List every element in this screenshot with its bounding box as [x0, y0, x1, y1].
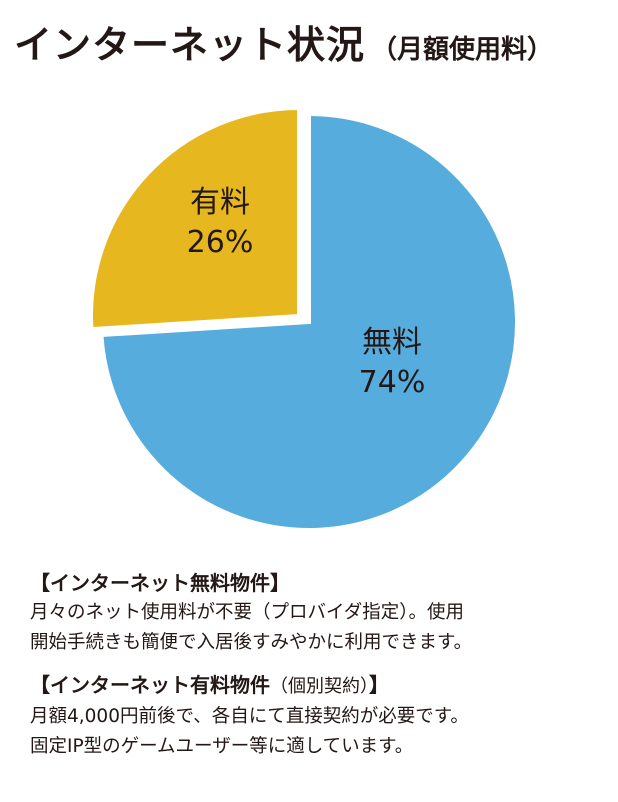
pie-chart: 無料 74% 有料 26%	[89, 105, 519, 532]
note-free-body: 月々のネット使用料が不要（プロバイダ指定）。使用 開始手続きも簡便で入居後すみや…	[30, 598, 610, 658]
note-paid-heading-text: 【インターネット有料物件	[30, 673, 270, 697]
slice-name-label: 無料	[362, 325, 422, 360]
slice-name-label: 有料	[190, 185, 250, 220]
note-paid-body: 月額4,000円前後で、各自にて直接契約が必要です。 固定IP型のゲームユーザー…	[30, 702, 610, 762]
note-free: 【インターネット無料物件】 月々のネット使用料が不要（プロバイダ指定）。使用 開…	[30, 568, 610, 658]
notes-section: 【インターネット無料物件】 月々のネット使用料が不要（プロバイダ指定）。使用 開…	[30, 568, 610, 774]
chart-title-sub: （月額使用料）	[371, 35, 554, 65]
pie-slice-paid	[89, 105, 301, 332]
note-paid: 【インターネット有料物件（個別契約）】 月額4,000円前後で、各自にて直接契約…	[30, 670, 610, 762]
note-free-heading: 【インターネット無料物件】	[30, 571, 290, 595]
slice-value-label: 74%	[359, 365, 426, 400]
note-paid-heading: 【インターネット有料物件（個別契約）】	[30, 670, 610, 702]
slice-value-label: 26%	[187, 225, 254, 260]
chart-title-main: インターネット状況	[14, 23, 366, 67]
note-paid-heading-close: 】	[369, 673, 389, 697]
note-free-line: 月々のネット使用料が不要（プロバイダ指定）。使用	[30, 602, 465, 623]
chart-title: インターネット状況 （月額使用料）	[14, 14, 614, 69]
note-paid-heading-paren: （個別契約）	[270, 676, 369, 697]
note-paid-line: 月額4,000円前後で、各自にて直接契約が必要です。	[30, 706, 469, 727]
note-paid-line: 固定IP型のゲームユーザー等に適しています。	[30, 736, 414, 757]
note-free-line: 開始手続きも簡便で入居後すみやかに利用できます。	[30, 632, 473, 653]
pie-slice-free	[99, 111, 519, 532]
